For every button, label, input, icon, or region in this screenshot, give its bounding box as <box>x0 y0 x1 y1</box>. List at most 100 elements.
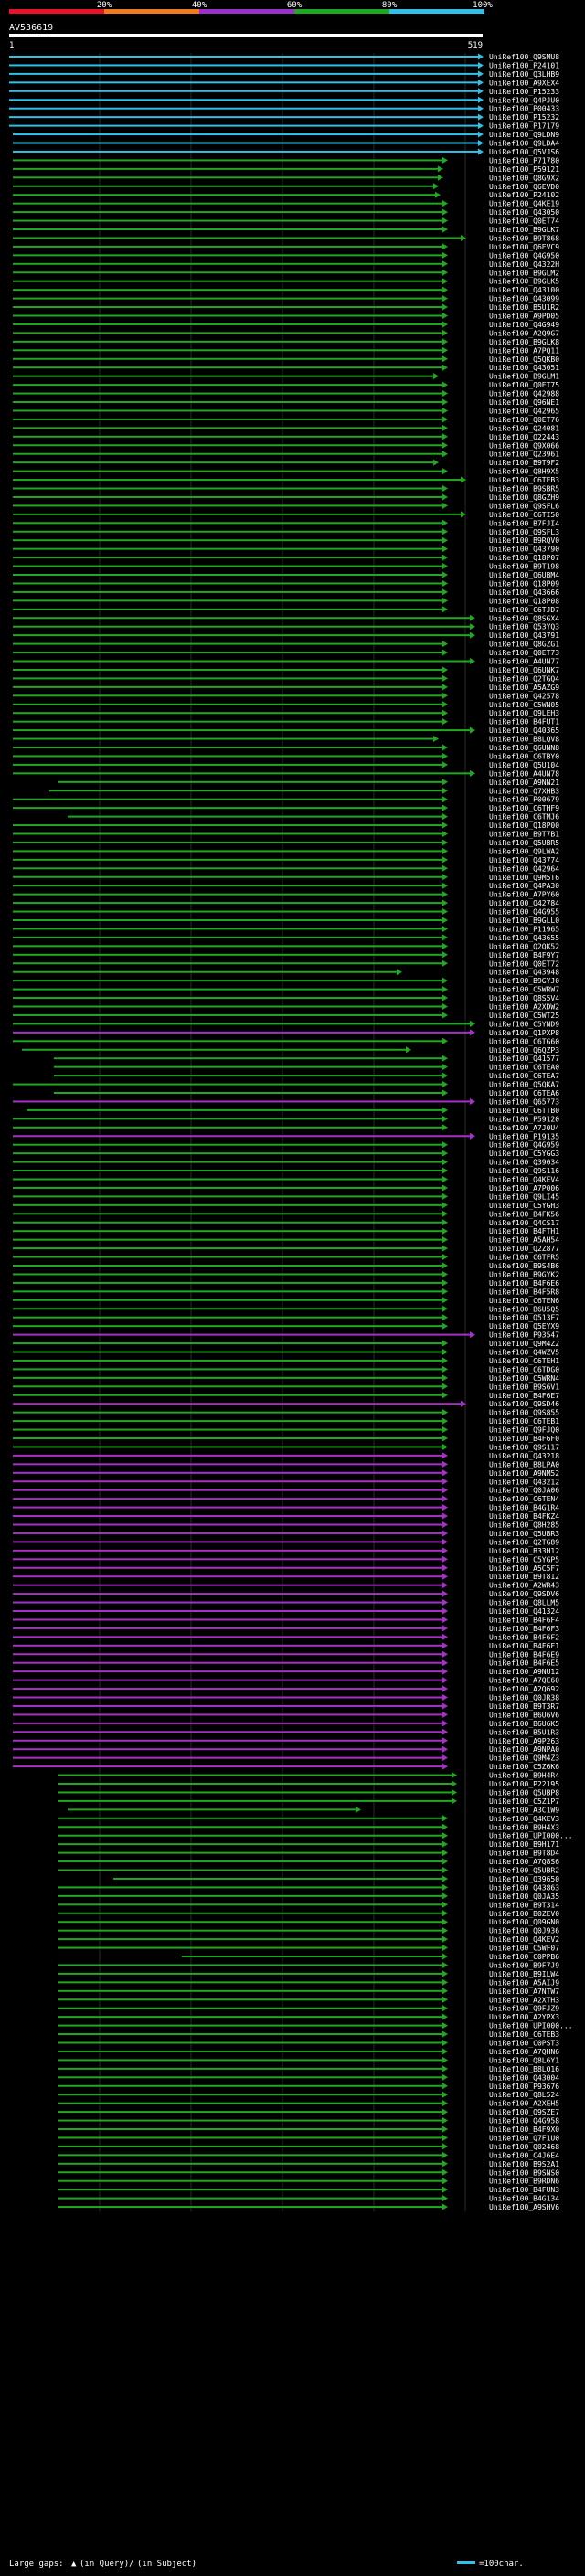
hit-label[interactable]: UniRef100_Q8H285 <box>489 1521 559 1530</box>
hit-row[interactable]: UniRef100_B9F7J9 <box>58 1961 559 1969</box>
hit-bar[interactable] <box>13 306 443 309</box>
hit-bar[interactable] <box>13 1661 443 1664</box>
hit-label[interactable]: UniRef100_Q18P00 <box>489 822 559 830</box>
hit-row[interactable]: UniRef100_Q4WZV5 <box>13 1349 559 1357</box>
hit-label[interactable]: UniRef100_Q8GZH9 <box>489 493 559 502</box>
hit-row[interactable]: UniRef100_B4FUT1 <box>13 718 559 726</box>
hit-label[interactable]: UniRef100_B0ZEV0 <box>489 1910 559 1918</box>
hit-row[interactable]: UniRef100_Q9SDV6 <box>13 1590 559 1598</box>
hit-bar[interactable] <box>13 1610 443 1612</box>
hit-label[interactable]: UniRef100_A5AIJ9 <box>489 1978 559 1987</box>
hit-row[interactable]: UniRef100_Q4322H <box>13 260 559 269</box>
hit-bar[interactable] <box>13 427 443 429</box>
hit-bar[interactable] <box>13 366 443 369</box>
hit-label[interactable]: UniRef100_B9SBR5 <box>489 485 559 493</box>
hit-bar[interactable] <box>58 1799 452 1802</box>
hit-bar[interactable] <box>58 2033 443 2036</box>
hit-bar[interactable] <box>58 1981 443 1984</box>
hit-bar[interactable] <box>13 1463 443 1466</box>
hit-bar[interactable] <box>58 1791 452 1794</box>
hit-bar[interactable] <box>13 1515 443 1518</box>
hit-row[interactable]: UniRef100_B7FJI4 <box>13 519 559 527</box>
hit-bar[interactable] <box>13 712 443 715</box>
hit-label[interactable]: UniRef100_C6TEB3 <box>489 476 559 484</box>
hit-row[interactable]: UniRef100_B9ILW4 <box>58 1970 559 1978</box>
hit-label[interactable]: UniRef100_C4J6E4 <box>489 2151 559 2159</box>
hit-row[interactable]: UniRef100_A2YPX3 <box>58 2013 559 2021</box>
hit-row[interactable]: UniRef100_B4FK56 <box>13 1210 559 1218</box>
hit-bar[interactable] <box>13 1756 443 1759</box>
hit-row[interactable]: UniRef100_B5U1R2 <box>13 303 559 312</box>
hit-bar[interactable] <box>13 660 471 663</box>
hit-bar[interactable] <box>13 1178 443 1181</box>
hit-label[interactable]: UniRef100_C6TI50 <box>489 511 559 519</box>
hit-row[interactable]: UniRef100_Q0JR38 <box>13 1694 559 1702</box>
hit-row[interactable]: UniRef100_C5YND9 <box>13 1020 559 1028</box>
hit-row[interactable]: UniRef100_B9S6V1 <box>13 1383 559 1391</box>
hit-bar[interactable] <box>13 772 471 775</box>
hit-label[interactable]: UniRef100_Q9S117 <box>489 1443 559 1451</box>
hit-label[interactable]: UniRef100_Q42965 <box>489 407 559 415</box>
hit-label[interactable]: UniRef100_B9RQV0 <box>489 536 559 545</box>
hit-label[interactable]: UniRef100_Q40365 <box>489 726 559 735</box>
hit-label[interactable]: UniRef100_Q9M5T6 <box>489 874 559 882</box>
hit-label[interactable]: UniRef100_C6TEN6 <box>489 1297 559 1305</box>
hit-row[interactable]: UniRef100_C6TEA7 <box>54 1072 559 1080</box>
hit-row[interactable]: UniRef100_Q8SGX4 <box>13 614 559 622</box>
hit-label[interactable]: UniRef100_Q42784 <box>489 899 559 907</box>
hit-label[interactable]: UniRef100_C0PST3 <box>489 2040 559 2048</box>
hit-label[interactable]: UniRef100_B4F5R8 <box>489 1288 559 1296</box>
hit-label[interactable]: UniRef100_Q96NE1 <box>489 398 559 407</box>
hit-row[interactable]: UniRef100_A3C1W9 <box>68 1806 559 1814</box>
hit-bar[interactable] <box>13 1523 443 1526</box>
hit-bar[interactable] <box>13 1013 443 1016</box>
hit-bar[interactable] <box>13 219 443 222</box>
hit-label[interactable]: UniRef100_Q43791 <box>489 631 559 640</box>
hit-bar[interactable] <box>68 815 443 818</box>
hit-bar[interactable] <box>13 444 443 447</box>
hit-label[interactable]: UniRef100_B9SNS0 <box>489 2168 559 2177</box>
hit-bar[interactable] <box>58 1826 443 1829</box>
hit-row[interactable]: UniRef100_Q0JA06 <box>13 1487 559 1495</box>
hit-label[interactable]: UniRef100_P11965 <box>489 925 559 933</box>
hit-bar[interactable] <box>13 289 443 292</box>
hit-label[interactable]: UniRef100_Q4KEV4 <box>489 1176 559 1184</box>
hit-bar[interactable] <box>13 1765 443 1768</box>
hit-row[interactable]: UniRef100_Q5VJS6 <box>13 148 559 156</box>
hit-bar[interactable] <box>13 340 443 343</box>
hit-label[interactable]: UniRef100_Q9SZE7 <box>489 2108 559 2116</box>
hit-row[interactable]: UniRef100_Q5U104 <box>13 761 559 769</box>
hit-row[interactable]: UniRef100_B0ZEV0 <box>58 1910 559 1918</box>
hit-bar[interactable] <box>13 755 443 758</box>
hit-bar[interactable] <box>13 1480 443 1483</box>
hit-row[interactable]: UniRef100_B9T3R7 <box>13 1702 559 1711</box>
hit-label[interactable]: UniRef100_C5YGH3 <box>489 1202 559 1210</box>
hit-bar[interactable] <box>13 1653 443 1656</box>
hit-bar[interactable] <box>182 1956 443 1957</box>
hit-bar[interactable] <box>58 1929 443 1932</box>
hit-label[interactable]: UniRef100_Q0ET72 <box>489 959 559 968</box>
hit-label[interactable]: UniRef100_Q5QKA7 <box>489 1081 559 1089</box>
hit-row[interactable]: UniRef100_Q5UBR3 <box>13 1530 559 1538</box>
hit-label[interactable]: UniRef100_C6TEB3 <box>489 2030 559 2039</box>
hit-row[interactable]: UniRef100_Q43004 <box>58 2073 559 2082</box>
hit-row[interactable]: UniRef100_Q18P09 <box>13 579 559 588</box>
hit-label[interactable]: UniRef100_A7PQ11 <box>489 346 559 355</box>
hit-row[interactable]: UniRef100_Q8L6Y1 <box>58 2056 559 2064</box>
hit-bar[interactable] <box>9 81 479 84</box>
hit-bar[interactable] <box>9 90 479 92</box>
hit-bar[interactable] <box>13 1420 443 1423</box>
hit-label[interactable]: UniRef100_Q9FJQ0 <box>489 1426 559 1435</box>
hit-row[interactable]: UniRef100_Q4KEV4 <box>13 1176 559 1184</box>
hit-row[interactable]: UniRef100_Q8GZH9 <box>13 493 559 502</box>
hit-bar[interactable] <box>13 1265 443 1267</box>
hit-label[interactable]: UniRef100_B4F9Y7 <box>489 951 559 959</box>
hit-label[interactable]: UniRef100_B9GLM1 <box>489 373 559 381</box>
hit-label[interactable]: UniRef100_Q8S5V4 <box>489 994 559 1002</box>
hit-label[interactable]: UniRef100_Q43212 <box>489 1478 559 1486</box>
hit-bar[interactable] <box>13 1489 443 1491</box>
hit-row[interactable]: UniRef100_B9GLL0 <box>13 917 559 925</box>
hit-label[interactable]: UniRef100_A9PD05 <box>489 313 559 321</box>
hit-label[interactable]: UniRef100_A9NM52 <box>489 1469 559 1478</box>
hit-bar[interactable] <box>13 1100 471 1103</box>
